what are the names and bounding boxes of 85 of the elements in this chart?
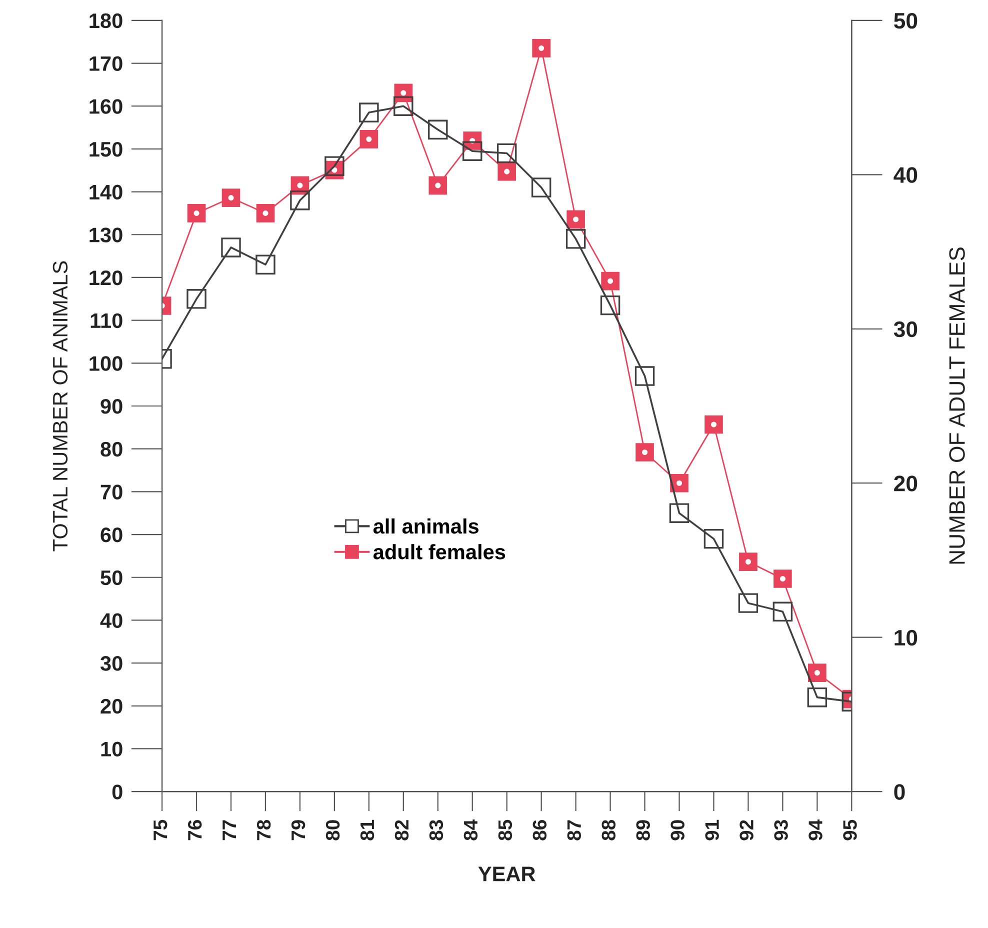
- point: [600, 295, 620, 316]
- y2-tick-label: 10: [894, 630, 918, 646]
- point: [704, 528, 724, 549]
- y-tick-label: 90: [100, 399, 122, 414]
- x-tick-label: 85: [498, 820, 512, 840]
- point: [222, 188, 240, 207]
- y-tick-label: 60: [100, 528, 122, 542]
- point: [462, 141, 482, 161]
- y-tick-label: 30: [100, 656, 122, 671]
- y2-tick-label: 20: [894, 476, 918, 492]
- y-tick-label: 80: [100, 442, 122, 457]
- x-tick-label: 77: [222, 820, 236, 840]
- y-tick-label: 160: [90, 99, 122, 114]
- y-tick-label: 10: [101, 742, 122, 756]
- y-tick-label: 120: [90, 270, 122, 286]
- x-tick-label: 91: [705, 820, 719, 840]
- x-tick-label: 76: [188, 820, 202, 840]
- point: [636, 443, 654, 462]
- y-tick-label: 130: [90, 228, 122, 242]
- y-tick-label: 20: [100, 698, 122, 714]
- point: [566, 229, 586, 249]
- point: [772, 602, 793, 622]
- x-tick-label: 93: [774, 820, 788, 840]
- point: [704, 415, 723, 434]
- x-tick-label: 89: [636, 820, 650, 840]
- point: [670, 474, 688, 492]
- point: [256, 254, 276, 274]
- point: [359, 102, 379, 122]
- x-axis-title: YEAR: [478, 866, 536, 882]
- x-tick-label: 92: [740, 820, 754, 840]
- point: [669, 503, 690, 523]
- y-tick-label: 150: [90, 142, 122, 157]
- point: [739, 552, 758, 571]
- point: [221, 238, 241, 258]
- x-tick-label: 90: [670, 820, 684, 840]
- y2-tick-label: 50: [894, 12, 918, 29]
- x-tick-label: 81: [360, 820, 374, 840]
- x-tick-label: 95: [843, 820, 857, 840]
- point: [496, 143, 517, 164]
- point: [601, 272, 620, 290]
- point: [774, 570, 792, 588]
- point: [290, 190, 310, 210]
- y-tick-label: 50: [100, 570, 122, 586]
- y2-tick-label: 30: [894, 321, 918, 338]
- y-tick-label: 110: [90, 313, 122, 328]
- x-tick-label: 86: [532, 820, 547, 840]
- x-tick-label: 87: [567, 820, 582, 840]
- x-tick-label: 78: [256, 820, 271, 840]
- point: [532, 39, 550, 58]
- y-tick-label: 40: [100, 613, 122, 628]
- point: [738, 593, 758, 613]
- y-axis-title: TOTAL NUMBER OF ANIMALS: [52, 261, 68, 552]
- point: [808, 664, 826, 682]
- y-tick-label: 170: [90, 56, 122, 72]
- x-tick-label: 94: [808, 819, 822, 840]
- point: [360, 130, 378, 148]
- x-tick-label: 75: [154, 820, 168, 840]
- point: [186, 289, 206, 309]
- point: [807, 687, 828, 708]
- y-tick-label: 0: [112, 784, 122, 800]
- point: [324, 156, 344, 176]
- y-tick-label: 70: [100, 484, 122, 500]
- point: [187, 204, 206, 222]
- y-tick-label: 180: [90, 13, 122, 28]
- point: [531, 178, 552, 198]
- y-tick-label: 140: [90, 184, 122, 200]
- point: [394, 96, 414, 116]
- point: [498, 162, 516, 181]
- x-tick-label: 88: [602, 820, 616, 840]
- legend-label: adult females: [373, 544, 506, 560]
- y2-tick-label: 0: [894, 784, 905, 800]
- legend-label: all animals: [373, 518, 479, 534]
- point: [256, 204, 275, 222]
- point: [428, 120, 448, 140]
- y2-axis-title: NUMBER OF ADULT FEMALES: [949, 248, 965, 564]
- y-tick-label: 100: [90, 356, 122, 371]
- point: [634, 366, 655, 386]
- x-tick-label: 83: [429, 820, 444, 840]
- point: [428, 176, 448, 195]
- point: [566, 210, 585, 229]
- y2-tick-label: 40: [894, 167, 918, 183]
- x-tick-label: 84: [464, 819, 478, 840]
- x-tick-label: 80: [326, 820, 340, 840]
- x-tick-label: 82: [394, 820, 409, 840]
- x-tick-label: 79: [291, 820, 306, 840]
